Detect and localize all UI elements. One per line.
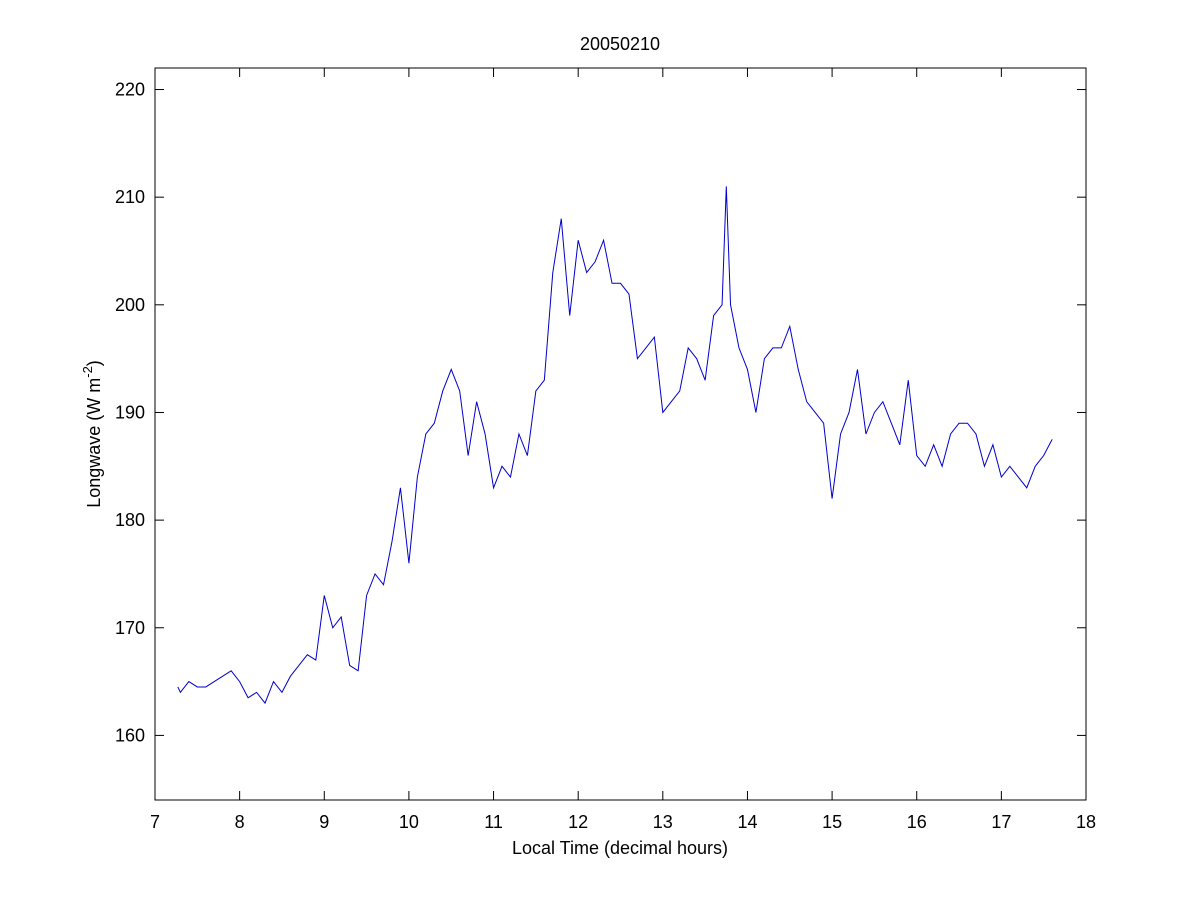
y-tick-label: 210 [115,187,145,207]
y-label-superscript: -2 [80,366,95,378]
x-tick-label: 7 [150,812,160,832]
y-label-text: Longwave (W m [84,378,104,508]
x-tick-label: 9 [319,812,329,832]
y-tick-label: 190 [115,402,145,422]
y-tick-label: 170 [115,618,145,638]
data-line [177,186,1053,705]
chart-title: 20050210 [580,34,660,54]
x-tick-label: 18 [1076,812,1096,832]
x-axis-label: Local Time (decimal hours) [512,838,728,858]
x-tick-label: 10 [399,812,419,832]
x-tick-label: 16 [907,812,927,832]
x-tick-label: 17 [991,812,1011,832]
x-tick-label: 14 [737,812,757,832]
y-label-suffix: ) [84,360,104,366]
y-tick-label: 180 [115,510,145,530]
y-tick-label: 160 [115,725,145,745]
y-tick-label: 220 [115,80,145,100]
x-tick-label: 8 [235,812,245,832]
x-tick-label: 12 [568,812,588,832]
y-axis-label: Longwave (W m-2) [80,360,104,508]
x-tick-label: 15 [822,812,842,832]
x-tick-label: 11 [484,812,503,832]
x-tick-label: 13 [653,812,673,832]
plot-area [154,67,1087,801]
y-tick-label: 200 [115,295,145,315]
